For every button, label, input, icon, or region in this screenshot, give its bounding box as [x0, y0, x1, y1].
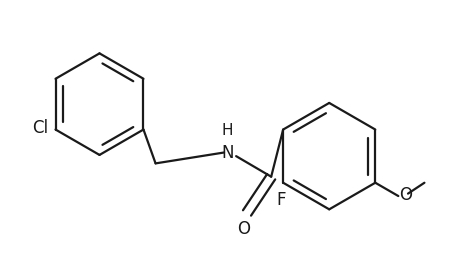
- Text: F: F: [276, 191, 286, 209]
- Text: O: O: [399, 186, 412, 204]
- Text: O: O: [237, 220, 250, 238]
- Text: Cl: Cl: [32, 119, 48, 137]
- Text: N: N: [221, 144, 234, 161]
- Text: H: H: [222, 123, 233, 138]
